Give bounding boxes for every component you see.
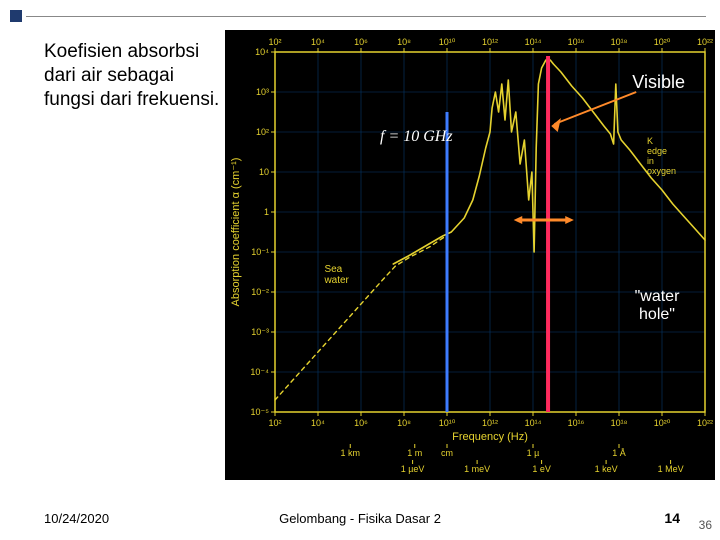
svg-text:10⁴: 10⁴ [311,37,325,47]
title-marker [10,10,22,22]
page-number-bold: 14 [664,510,680,526]
svg-text:10⁻⁴: 10⁻⁴ [250,367,269,377]
svg-text:Absorption coefficient α (cm⁻¹: Absorption coefficient α (cm⁻¹) [230,158,242,307]
svg-text:10³: 10³ [256,87,269,97]
caption: Koefisien absorbsi dari air sebagai fung… [44,40,224,111]
svg-text:10²²: 10²² [697,37,713,47]
svg-text:10⁴: 10⁴ [255,47,269,57]
svg-text:1 keV: 1 keV [595,464,618,474]
svg-text:1 µeV: 1 µeV [401,464,425,474]
svg-text:oxygen: oxygen [647,166,676,176]
svg-text:10⁻⁵: 10⁻⁵ [251,407,270,417]
svg-text:10¹⁴: 10¹⁴ [525,418,542,428]
svg-text:Sea: Sea [324,264,342,275]
svg-text:10¹⁴: 10¹⁴ [525,37,542,47]
svg-text:water: water [323,275,349,286]
svg-text:1 eV: 1 eV [532,464,551,474]
page-number-small: 36 [699,518,712,532]
svg-text:1 meV: 1 meV [464,464,490,474]
svg-text:10⁻³: 10⁻³ [251,327,269,337]
svg-text:1 µ: 1 µ [527,448,540,458]
svg-text:1 m: 1 m [407,448,422,458]
svg-text:1 MeV: 1 MeV [658,464,684,474]
svg-text:10²⁰: 10²⁰ [654,37,671,47]
svg-text:1 Å: 1 Å [612,448,626,458]
svg-text:10¹⁰: 10¹⁰ [439,37,456,47]
svg-text:10²: 10² [256,127,269,137]
svg-text:10⁻²: 10⁻² [251,287,269,297]
svg-text:K: K [647,136,653,146]
svg-text:1 km: 1 km [340,448,360,458]
water-hole-label: "waterhole" [627,288,687,323]
svg-text:10²: 10² [268,37,281,47]
svg-text:edge: edge [647,146,667,156]
svg-text:10⁸: 10⁸ [397,418,411,428]
svg-text:10⁴: 10⁴ [311,418,325,428]
svg-text:10⁸: 10⁸ [397,37,411,47]
svg-text:10⁶: 10⁶ [354,37,368,47]
chart-container: 10²10⁴10⁶10⁸10¹⁰10¹²10¹⁴10¹⁶10¹⁸10²⁰10²²… [225,30,715,480]
footer-center: Gelombang - Fisika Dasar 2 [0,511,720,526]
svg-text:10⁻¹: 10⁻¹ [251,247,269,257]
svg-text:Frequency (Hz): Frequency (Hz) [452,431,528,443]
svg-text:10¹²: 10¹² [482,418,498,428]
svg-text:10²: 10² [268,418,281,428]
svg-text:10¹²: 10¹² [482,37,498,47]
title-rule [26,16,706,17]
svg-text:10¹⁶: 10¹⁶ [568,418,585,428]
svg-text:10¹⁸: 10¹⁸ [611,418,628,428]
svg-text:10¹⁰: 10¹⁰ [439,418,456,428]
svg-text:10⁶: 10⁶ [354,418,368,428]
svg-text:1: 1 [264,207,269,217]
svg-text:10: 10 [259,167,269,177]
svg-text:in: in [647,156,654,166]
svg-text:cm: cm [441,448,453,458]
svg-text:10²²: 10²² [697,418,713,428]
svg-text:10¹⁶: 10¹⁶ [568,37,585,47]
svg-text:10¹⁸: 10¹⁸ [611,37,628,47]
absorption-chart: 10²10⁴10⁶10⁸10¹⁰10¹²10¹⁴10¹⁶10¹⁸10²⁰10²²… [225,30,715,480]
svg-text:10²⁰: 10²⁰ [654,418,671,428]
freq-marker-label: f = 10 GHz [380,128,453,146]
visible-label: Visible [632,72,685,93]
